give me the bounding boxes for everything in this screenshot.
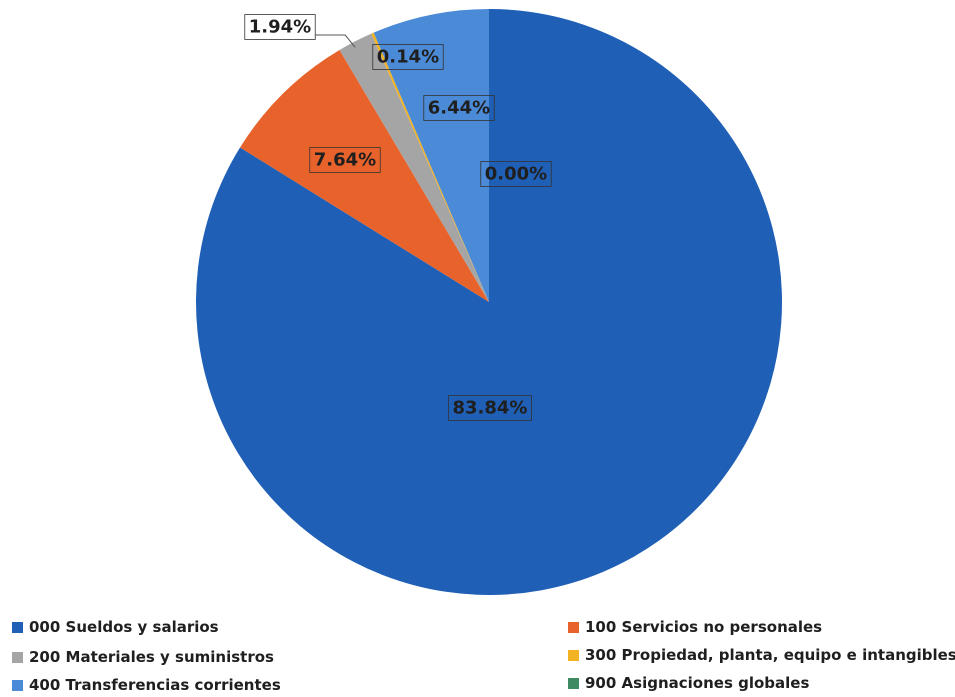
pie-chart-svg: 83.84% 7.64% 1.94% 0.14% 6.44% 0.00% — [195, 9, 782, 595]
data-label-400: 6.44% — [423, 95, 495, 121]
leader-line-200 — [315, 34, 356, 48]
legend-item-300: 300 Propiedad, planta, equipo e intangib… — [568, 646, 955, 664]
pie-slices — [195, 9, 782, 595]
data-label-text-100: 7.64% — [314, 150, 376, 171]
legend-swatch-200 — [12, 651, 23, 663]
legend-swatch-000 — [12, 621, 23, 633]
data-label-200: 1.94% — [244, 14, 356, 48]
data-label-text-900: 0.00% — [485, 164, 547, 185]
legend-item-100: 100 Servicios no personales — [568, 618, 822, 636]
data-label-box-300 — [372, 44, 444, 70]
legend-label-100: 100 Servicios no personales — [585, 618, 823, 636]
data-label-text-300: 0.14% — [377, 47, 439, 68]
pie-slice-100 — [240, 49, 489, 303]
legend-item-000: 000 Sueldos y salarios — [12, 618, 219, 636]
legend-swatch-100 — [568, 621, 579, 633]
data-label-text-000: 83.84% — [453, 398, 528, 419]
legend-label-900: 900 Asignaciones globales — [585, 674, 810, 692]
pie-slice-200 — [339, 33, 489, 303]
pie-data-labels: 83.84% 7.64% 1.94% 0.14% 6.44% 0.00% — [244, 14, 552, 421]
pie-slice-400 — [373, 9, 489, 302]
data-label-000: 83.84% — [448, 395, 532, 421]
legend-item-900: 900 Asignaciones globales — [568, 674, 809, 692]
pie-slice-300 — [371, 32, 489, 302]
data-label-text-400: 6.44% — [428, 98, 490, 119]
data-label-300: 0.14% — [372, 44, 444, 70]
legend-label-400: 400 Transferencias corrientes — [29, 676, 281, 694]
legend-item-200: 200 Materiales y suministros — [12, 648, 274, 666]
data-label-box-200 — [244, 14, 316, 40]
data-label-100: 7.64% — [309, 147, 381, 173]
legend: 000 Sueldos y salarios 100 Servicios no … — [0, 612, 955, 697]
legend-label-300: 300 Propiedad, planta, equipo e intangib… — [585, 646, 955, 664]
legend-label-200: 200 Materiales y suministros — [29, 648, 274, 666]
data-label-text-200: 1.94% — [249, 17, 311, 38]
data-label-box-900 — [480, 161, 552, 187]
data-label-box-100 — [309, 147, 381, 173]
legend-label-000: 000 Sueldos y salarios — [29, 618, 219, 636]
data-label-box-400 — [423, 95, 495, 121]
data-label-box-000 — [448, 395, 532, 421]
legend-swatch-400 — [12, 679, 23, 691]
legend-swatch-900 — [568, 677, 579, 689]
data-label-900: 0.00% — [480, 161, 552, 187]
legend-swatch-300 — [568, 649, 579, 661]
legend-item-400: 400 Transferencias corrientes — [12, 676, 281, 694]
